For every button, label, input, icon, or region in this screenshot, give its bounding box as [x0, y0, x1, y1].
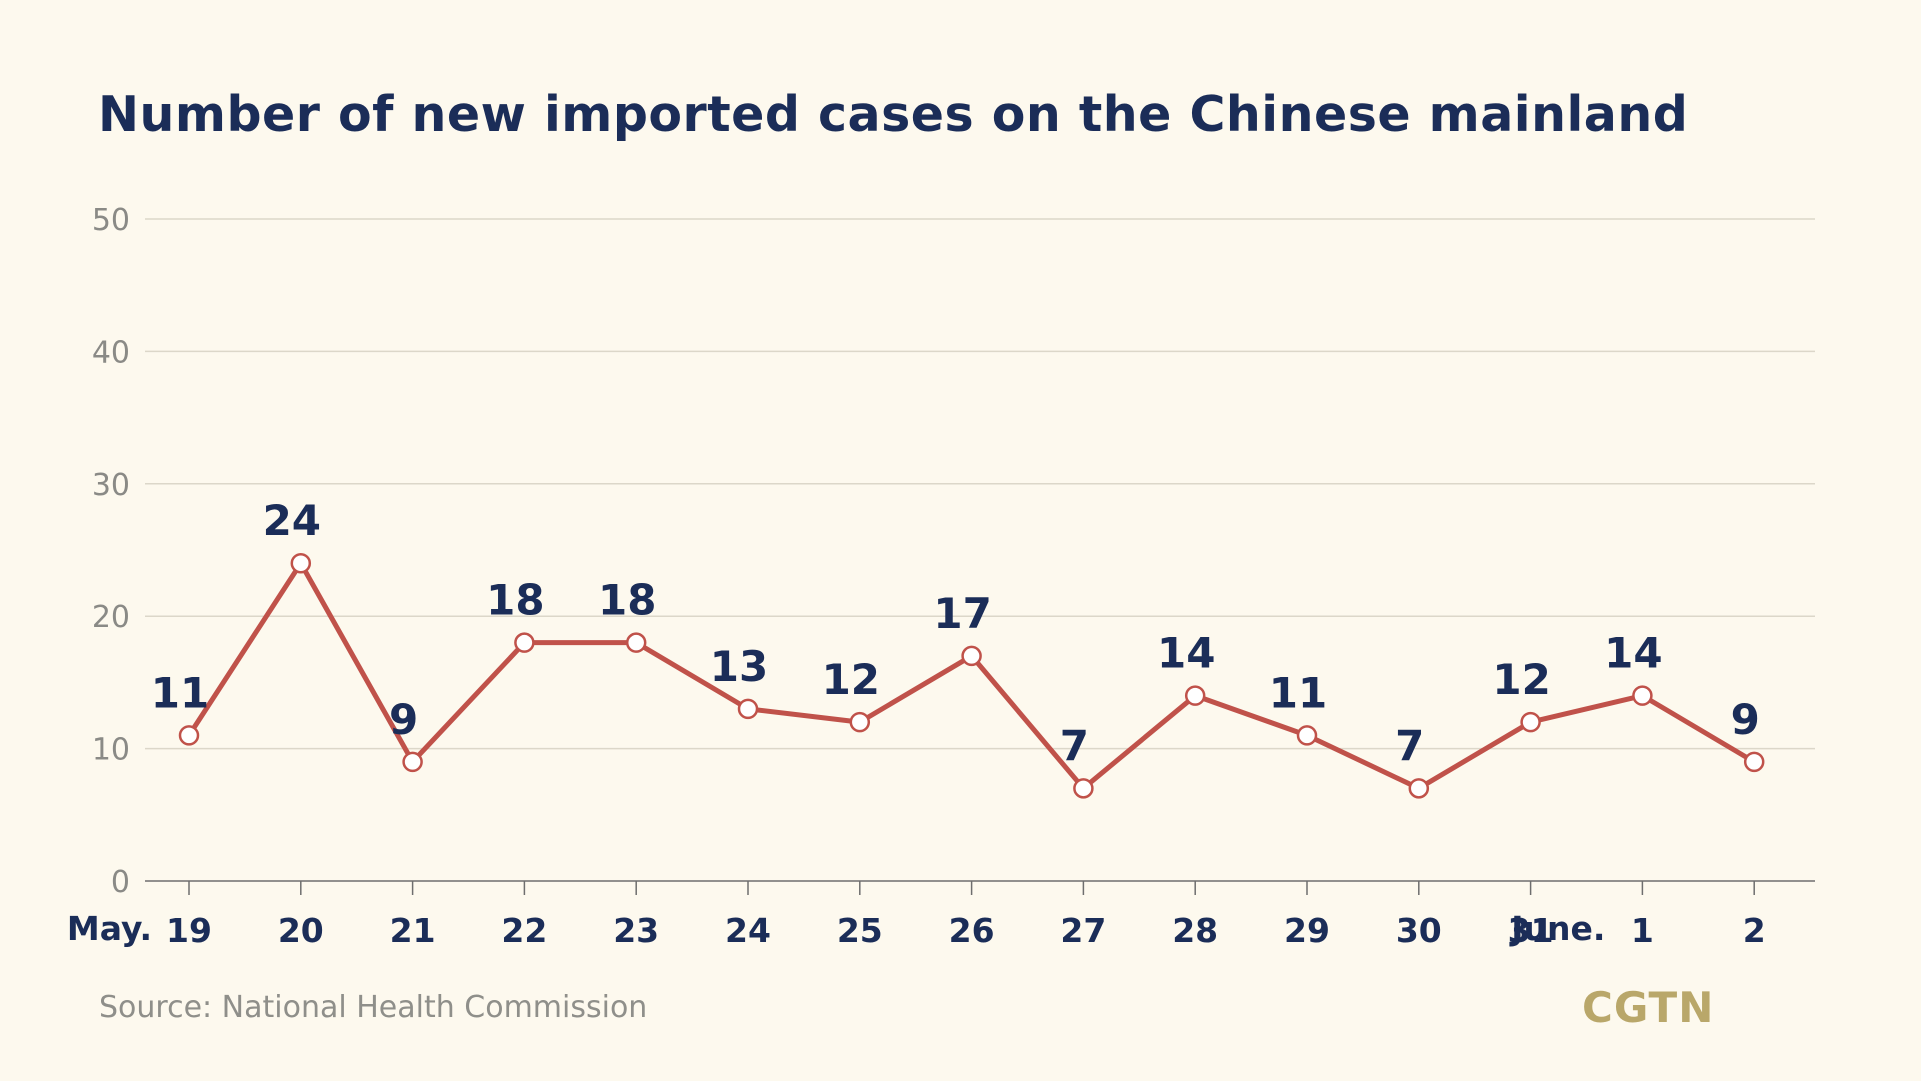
data-label: 11	[1269, 668, 1327, 717]
data-label: 12	[822, 655, 880, 704]
data-labels: 11 24 9 18 18 13 12 17 7 14 11 7 12 14 9	[151, 496, 1760, 770]
data-label: 24	[263, 496, 321, 545]
data-point	[1632, 685, 1653, 706]
data-label: 13	[710, 642, 768, 691]
x-tick-label: 31	[1508, 911, 1554, 950]
x-tick-label: 29	[1284, 911, 1330, 950]
data-label: 18	[598, 576, 656, 625]
y-axis-ticks: 0 10 20 30 40 50	[92, 203, 130, 900]
x-tick-label: 22	[501, 911, 547, 950]
data-point	[1743, 751, 1765, 773]
data-label: 12	[1492, 655, 1550, 704]
data-point	[402, 751, 423, 773]
data-point	[737, 698, 759, 720]
x-tick-label: 30	[1396, 911, 1442, 950]
data-label: 9	[389, 695, 418, 744]
data-label: 7	[1395, 721, 1424, 770]
data-point	[625, 632, 647, 653]
x-tick-label: 2	[1743, 911, 1766, 950]
data-point	[849, 711, 871, 733]
data-label: 18	[486, 576, 544, 625]
data-point	[961, 645, 982, 667]
x-tick-label: 27	[1060, 911, 1106, 950]
data-point	[290, 552, 312, 574]
x-tick-label: 23	[613, 911, 659, 950]
y-tick-label: 40	[92, 335, 130, 370]
data-label: 11	[151, 668, 209, 717]
y-tick-label: 0	[111, 865, 130, 900]
x-tick-label: 19	[166, 911, 212, 950]
cgtn-logo: CGTN	[1582, 983, 1715, 1032]
data-point	[178, 725, 200, 746]
data-point	[1073, 778, 1094, 799]
data-label: 14	[1157, 629, 1215, 678]
x-tick-label: 25	[837, 911, 883, 950]
y-tick-label: 10	[92, 733, 130, 768]
x-axis-ticks: 19 20 21 22 23 24 25 26 27 28 29 30 31 1 2 May. June.	[67, 881, 1766, 950]
x-tick-label: 21	[390, 911, 436, 950]
month-label: May.	[67, 909, 152, 948]
y-tick-label: 20	[92, 600, 130, 635]
data-label: 17	[933, 589, 991, 638]
source-note: Source: National Health Commission	[99, 990, 648, 1025]
month-label: June.	[1509, 909, 1605, 948]
x-tick-label: 24	[725, 911, 771, 950]
x-tick-label: 26	[949, 911, 995, 950]
data-point	[1296, 725, 1318, 746]
data-points	[178, 552, 1765, 799]
data-label: 14	[1604, 629, 1662, 678]
data-point	[514, 632, 535, 653]
data-point	[1184, 685, 1206, 706]
y-tick-label: 30	[92, 468, 130, 503]
x-tick-label: 28	[1172, 911, 1218, 950]
data-point	[1408, 778, 1430, 799]
chart-title: Number of new imported cases on the Chin…	[98, 86, 1689, 143]
data-point	[1520, 711, 1541, 733]
x-tick-label: 20	[278, 911, 324, 950]
data-label: 9	[1731, 695, 1760, 744]
data-label: 7	[1060, 721, 1089, 770]
x-tick-label: 1	[1631, 911, 1654, 950]
y-tick-label: 50	[92, 203, 130, 238]
